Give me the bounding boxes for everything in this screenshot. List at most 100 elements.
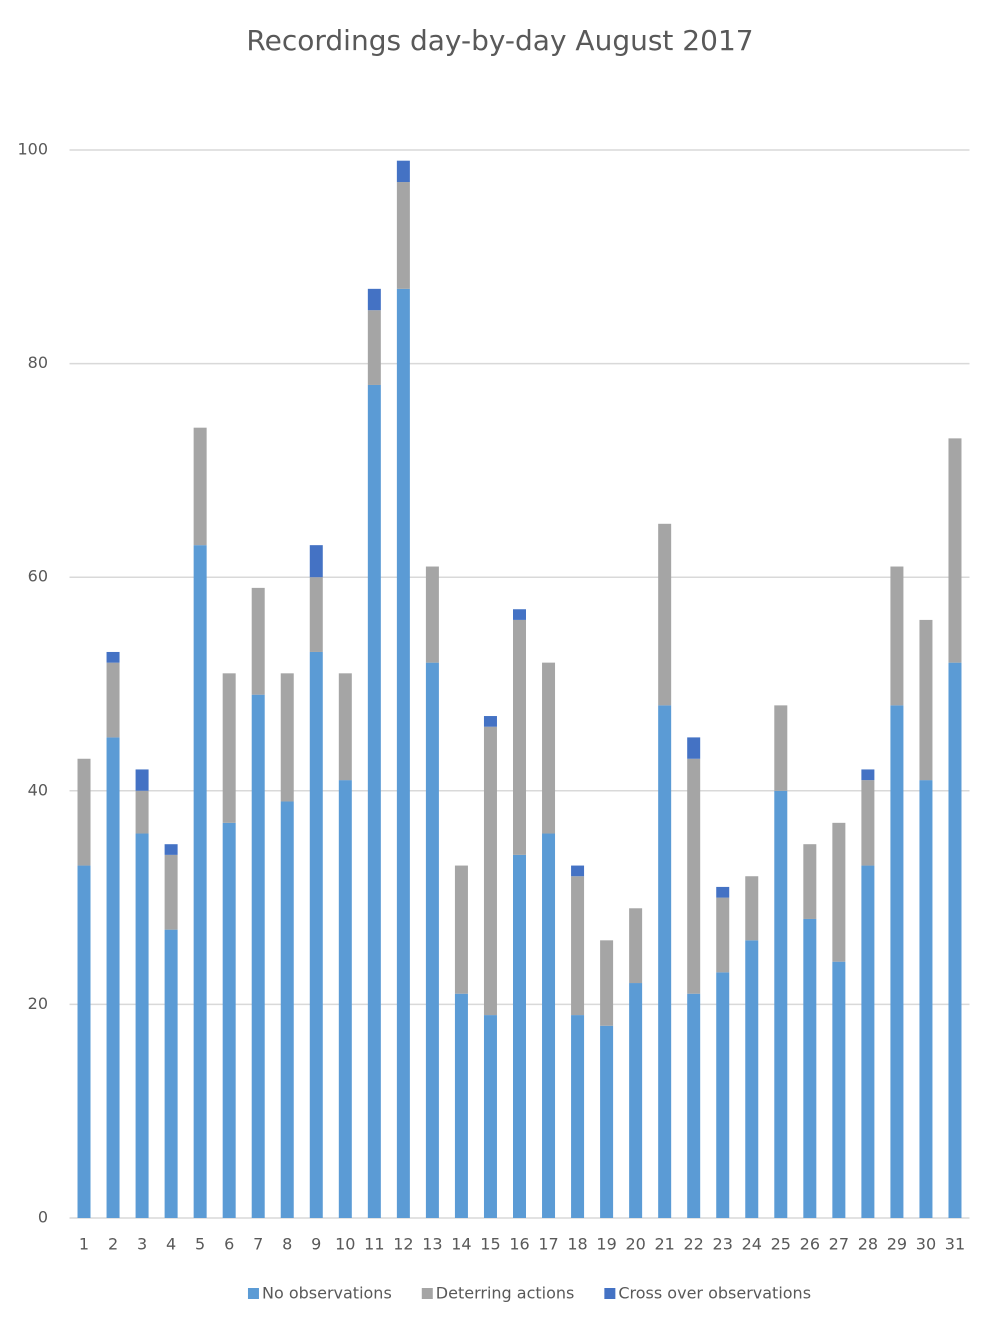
bar-segment [687,758,701,994]
legend-swatch [421,1288,433,1299]
x-tick-label: 2 [108,1235,118,1254]
bar-segment [774,705,788,791]
x-tick-label: 8 [282,1235,292,1254]
legend-swatch [247,1288,259,1299]
bar-segment [164,929,178,1218]
bar-segment [803,844,817,919]
x-tick-label: 24 [742,1235,762,1254]
bar-segment [222,822,236,1218]
bar-segment [251,587,265,695]
legend-swatch [604,1288,616,1299]
bar-segment [164,844,178,855]
bar-segment [832,961,846,1218]
x-tick-label: 4 [166,1235,176,1254]
x-tick-label: 12 [393,1235,413,1254]
bar-segment [716,897,730,973]
x-tick-label: 14 [451,1235,471,1254]
x-tick-label: 29 [887,1235,907,1254]
x-tick-label: 15 [480,1235,500,1254]
bar-segment [309,545,323,578]
bar-segment [600,940,614,1026]
y-tick-label: 40 [28,780,48,799]
bar-segment [919,780,933,1218]
x-tick-label: 10 [335,1235,355,1254]
x-tick-label: 26 [800,1235,820,1254]
bar-segment [135,769,149,791]
x-tick-label: 20 [625,1235,645,1254]
bar-segment [919,619,933,781]
y-tick-label: 80 [28,353,48,372]
bar-segment [280,673,294,802]
bar-segment [745,940,759,1218]
x-tick-label: 1 [79,1235,89,1254]
y-tick-label: 20 [28,994,48,1013]
x-tick-label: 31 [945,1235,965,1254]
bar-segment [193,545,207,1218]
x-tick-label: 19 [596,1235,616,1254]
bar-segment [542,833,556,1218]
y-tick-label: 60 [28,567,48,586]
bar-segment [77,865,91,1218]
bar-segment [367,288,381,311]
bar-segment [280,801,294,1218]
bar-segment [454,865,468,994]
bar-segment [164,854,178,930]
bar-segment [861,780,875,866]
bar-segment [513,854,526,1218]
bar-segment [483,716,497,727]
bar-segment [222,673,236,823]
bar-segment [106,662,120,738]
x-tick-label: 7 [253,1235,263,1254]
bar-segment [396,182,410,289]
x-tick-label: 23 [713,1235,733,1254]
legend-label: No observations [262,1284,392,1303]
bar-segment [542,662,556,834]
bar-segment [948,662,962,1218]
bar-segment [106,651,120,663]
x-tick-label: 6 [224,1235,234,1254]
bar-segment [687,737,701,759]
x-tick-label: 18 [567,1235,587,1254]
bar-segment [425,662,439,1218]
bar-segment [309,577,323,652]
bar-segment [367,310,381,385]
x-tick-label: 9 [311,1235,321,1254]
bar-segment [716,972,730,1218]
bar-segment [658,523,672,706]
x-tick-label: 5 [195,1235,205,1254]
bar-segment [309,651,323,1218]
bar-segment [77,758,91,866]
x-tick-label: 13 [422,1235,442,1254]
bar-segment [513,609,526,620]
bar-segment [890,566,904,706]
bar-segment [716,886,730,898]
bar-segment [338,673,352,781]
x-tick-label: 17 [538,1235,558,1254]
bar-segment [658,705,672,1218]
legend-label: Cross over observations [618,1284,811,1303]
x-tick-label: 27 [829,1235,849,1254]
x-tick-label: 11 [364,1235,384,1254]
bar-segment [106,737,120,1218]
bar-segment [135,790,149,834]
bar-segment [571,1015,585,1218]
bar-segment [367,384,381,1219]
bar-segment [483,1015,497,1218]
bar-segment [425,566,439,663]
x-tick-label: 28 [858,1235,878,1254]
bar-segment [861,865,875,1218]
bar-segment [687,993,701,1218]
x-tick-label: 16 [509,1235,529,1254]
bar-segment [948,438,962,663]
bar-segment [745,876,759,941]
bar-segment [629,983,643,1218]
bar-segment [251,694,265,1218]
legend-label: Deterring actions [436,1284,575,1303]
bar-segment [629,908,643,984]
bar-segment [890,705,904,1218]
bar-segment [803,918,817,1218]
x-tick-label: 22 [684,1235,704,1254]
bar-segment [338,780,352,1218]
bar-segment [454,993,468,1218]
